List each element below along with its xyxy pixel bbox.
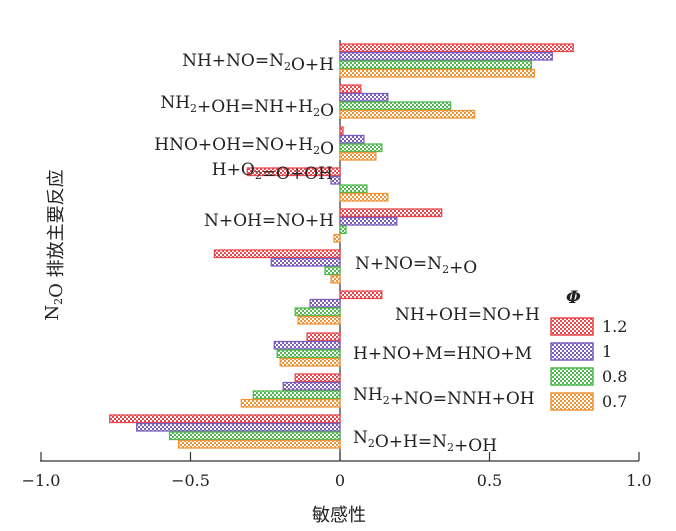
reaction-label-5: N+OH=NO+H — [204, 211, 334, 231]
bar-9-series-1 — [282, 381, 341, 391]
bar-4-series-0.8 — [339, 184, 368, 194]
bar-1-series-0.8 — [339, 60, 533, 70]
legend-swatch-0.8 — [550, 367, 594, 386]
reaction-label-1: NH+NO=N2O+H — [182, 51, 334, 75]
bar-1-series-0.7 — [339, 68, 536, 78]
bar-3-series-0.7 — [339, 151, 377, 161]
bar-3-series-0.8 — [339, 143, 383, 153]
legend-title: Φ — [566, 288, 581, 308]
reaction-label-2: NH2+OH=NH+H2O — [160, 93, 334, 121]
legend-label-1: 1 — [602, 342, 612, 361]
bar-10-series-1 — [136, 422, 341, 432]
reaction-label-10: N2O+H=N2+OH — [353, 428, 497, 456]
legend-label-0.8: 0.8 — [602, 367, 627, 386]
legend-swatch-0.7 — [550, 392, 594, 411]
bar-5-series-0.7 — [333, 233, 341, 243]
bar-10-series-0.7 — [177, 439, 341, 449]
bar-3-series-1 — [339, 134, 365, 144]
legend-swatch-1.2 — [550, 317, 594, 336]
bar-7-series-0.7 — [297, 315, 341, 325]
bar-4-series-0.7 — [339, 192, 389, 202]
x-axis-label: 敏感性 — [312, 505, 366, 526]
reaction-label-6: N+NO=N2+O — [355, 254, 477, 278]
bar-4-series-1 — [330, 175, 341, 185]
bar-9-series-0.7 — [240, 398, 341, 408]
legend-label-1.2: 1.2 — [602, 317, 627, 336]
bar-6-series-0.8 — [324, 266, 341, 276]
reaction-label-9: NH2+NO=NNH+OH — [353, 385, 535, 409]
x-tick-label-5: 1.0 — [626, 471, 651, 490]
bar-10-series-0.8 — [168, 431, 341, 441]
x-axis: −1.0 −0.5 0 0.5 1.0 敏感性 — [22, 452, 652, 526]
x-tick-label-4: 0.5 — [477, 471, 502, 490]
legend: Φ 1.2 1 0.8 0.7 — [550, 288, 627, 411]
x-tick-label-3: 0 — [335, 471, 345, 490]
bar-8-series-1.2 — [306, 332, 341, 342]
bar-8-series-0.7 — [279, 357, 341, 367]
y-axis-label: N2O 排放主要反应 — [42, 169, 67, 320]
reaction-label-3: HNO+OH=NO+H2O — [154, 135, 334, 159]
bar-2-series-0.8 — [339, 101, 452, 111]
legend-label-0.7: 0.7 — [602, 392, 627, 411]
bar-2-series-1 — [339, 92, 389, 102]
bar-6-series-1.2 — [213, 249, 341, 259]
bar-10-series-1.2 — [109, 414, 341, 424]
reaction-label-8: H+NO+M=HNO+M — [353, 344, 532, 364]
bars-group — [109, 43, 574, 449]
bar-1-series-1.2 — [339, 43, 574, 53]
bar-6-series-0.7 — [330, 274, 341, 284]
bar-5-series-0.8 — [339, 225, 347, 235]
x-tick-label-1: −1.0 — [22, 471, 61, 490]
bar-7-series-1 — [309, 298, 341, 308]
x-ticks: −1.0 −0.5 0 0.5 1.0 — [22, 452, 652, 490]
reaction-label-7: NH+OH=NO+H — [395, 305, 540, 325]
bar-8-series-0.8 — [276, 349, 341, 359]
bar-5-series-1.2 — [339, 208, 443, 218]
bar-8-series-1 — [273, 340, 341, 350]
bar-9-series-1.2 — [294, 373, 341, 383]
bar-2-series-0.7 — [339, 109, 476, 119]
bar-4-series-1.2 — [246, 167, 341, 177]
bar-7-series-0.8 — [294, 307, 341, 317]
bar-2-series-1.2 — [339, 84, 362, 94]
bar-5-series-1 — [339, 216, 398, 226]
bar-1-series-1 — [339, 51, 553, 61]
bar-3-series-1.2 — [339, 126, 344, 136]
bar-7-series-1.2 — [339, 290, 383, 300]
reaction-labels: NH+NO=N2O+H NH2+OH=NH+H2O HNO+OH=NO+H2OH+O… — [154, 51, 540, 456]
x-tick-label-2: −0.5 — [171, 471, 210, 490]
reaction-label-4: H+O2=O+OH — [212, 160, 333, 184]
bar-6-series-1 — [270, 257, 341, 267]
bar-9-series-0.8 — [252, 390, 341, 400]
legend-swatch-1 — [550, 342, 594, 361]
